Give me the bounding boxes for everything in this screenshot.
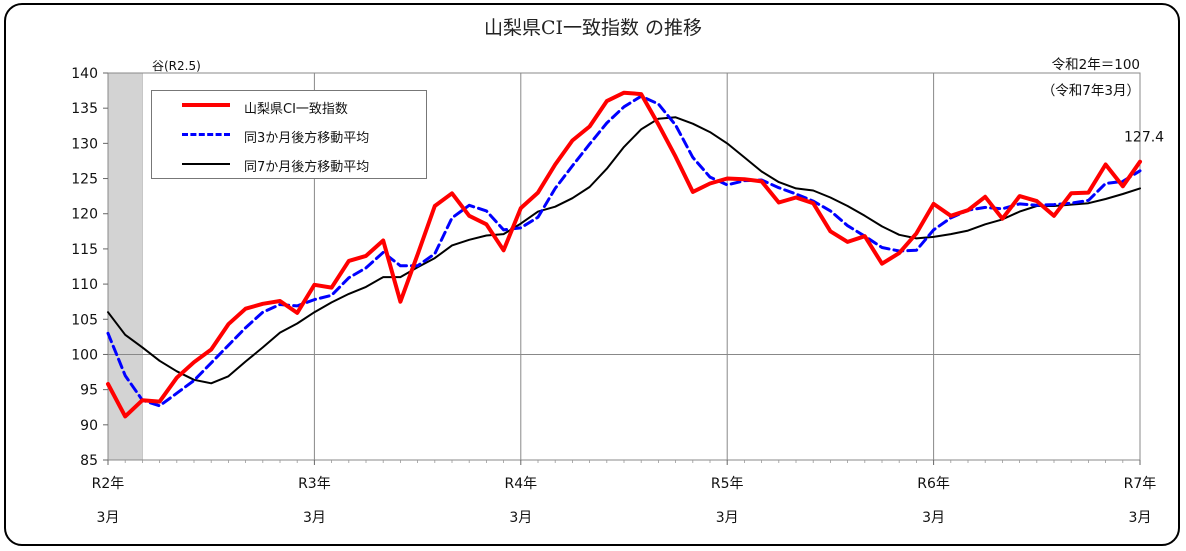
y-tick-label: 135 [71, 101, 98, 117]
y-tick-label: 85 [80, 453, 98, 469]
x-tick-label: R4年 [504, 476, 537, 492]
y-tick-label: 95 [80, 383, 98, 399]
chart-frame [4, 3, 1180, 546]
trough-label: 谷(R2.5) [152, 59, 201, 73]
y-tick-label: 90 [80, 418, 98, 434]
x-tick-label: R2年 [92, 476, 125, 492]
trough-shade [107, 72, 143, 461]
x-tick-sublabel: 3月 [303, 510, 326, 526]
y-tick-label: 130 [71, 136, 98, 152]
chart-title: 山梨県CI一致指数 の推移 [483, 17, 703, 39]
legend-swatch-ma7 [182, 163, 230, 165]
x-tick-sublabel: 3月 [1129, 510, 1152, 526]
x-tick-label: R7年 [1124, 476, 1157, 492]
legend-label-ma3: 同3か月後方移動平均 [244, 131, 370, 146]
unit-note-base: 令和2年＝100 [1051, 57, 1140, 73]
x-tick-label: R6年 [917, 476, 950, 492]
y-tick-label: 115 [71, 242, 98, 258]
y-tick-label: 105 [71, 312, 98, 328]
y-tick-label: 125 [71, 172, 98, 188]
x-tick-label: R3年 [298, 476, 331, 492]
x-tick-sublabel: 3月 [716, 510, 739, 526]
x-tick-sublabel: 3月 [509, 510, 532, 526]
unit-note-period: （令和7年3月） [1041, 83, 1140, 99]
y-tick-label: 100 [71, 347, 98, 363]
legend-label-ma7: 同7か月後方移動平均 [244, 160, 370, 175]
series-line-ma7 [107, 116, 1141, 385]
x-tick-sublabel: 3月 [922, 510, 945, 526]
series-line-ci [106, 90, 1142, 419]
y-tick-label: 120 [71, 207, 98, 223]
x-tick-label: R5年 [711, 476, 744, 492]
legend-item-ci: 山梨県CI一致指数 [152, 95, 426, 117]
x-tick-sublabel: 3月 [97, 510, 120, 526]
unit-note: 令和2年＝100 （令和7年3月） [1042, 52, 1140, 104]
legend-swatch-ma3 [182, 133, 230, 136]
legend-label-ci: 山梨県CI一致指数 [244, 102, 348, 117]
y-tick-label: 140 [71, 66, 98, 82]
y-tick-label: 110 [71, 277, 98, 293]
legend-item-ma7: 同7か月後方移動平均 [152, 153, 426, 175]
end-value-label: 127.4 [1124, 130, 1164, 146]
legend-swatch-ci [182, 103, 230, 107]
chart-legend: 山梨県CI一致指数 同3か月後方移動平均 同7か月後方移動平均 [151, 90, 427, 179]
legend-item-ma3: 同3か月後方移動平均 [152, 124, 426, 146]
